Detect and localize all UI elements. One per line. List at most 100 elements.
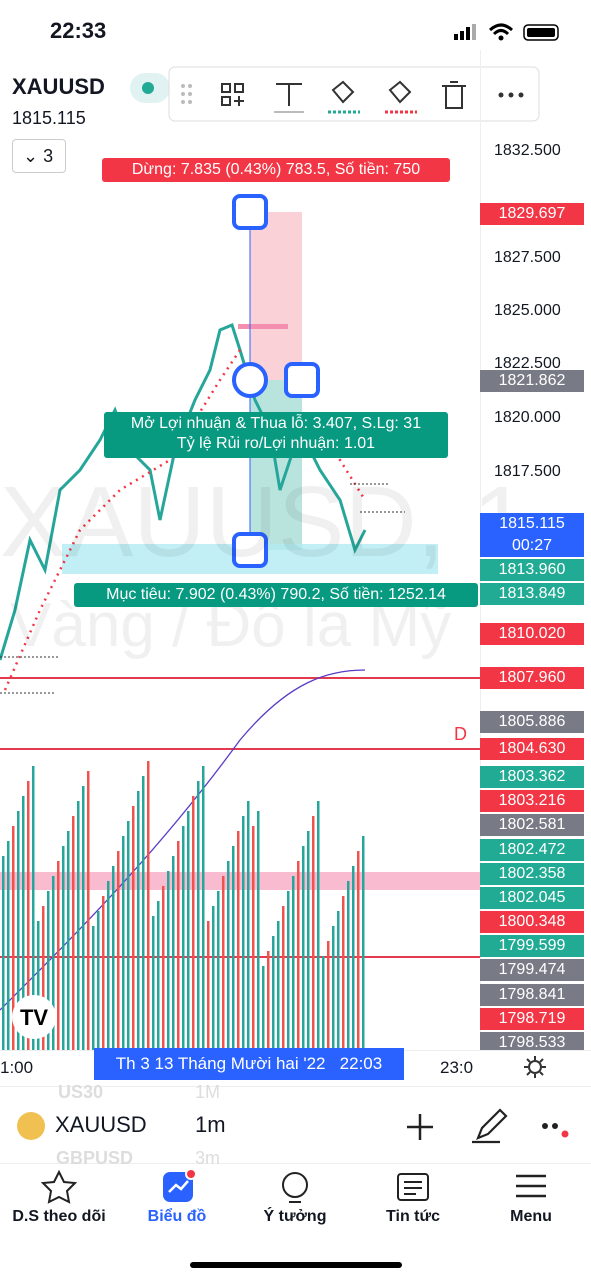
volume-bar (242, 816, 245, 1050)
volume-bar (87, 771, 90, 1050)
price-badge: 1821.862 (480, 370, 584, 392)
volume-bar (12, 826, 15, 1050)
volume-bar (37, 921, 40, 1050)
price-badge: 1803.362 (480, 766, 584, 788)
layout-toggle[interactable]: ⌄ 3 (12, 139, 66, 173)
volume-bar (62, 846, 65, 1050)
last-price: 1815.115 (12, 108, 86, 128)
volume-bar (292, 876, 295, 1050)
line-marker: D (454, 724, 467, 744)
price-badge: 1813.849 (480, 583, 584, 605)
volume-bar (2, 856, 5, 1050)
position-label: Mở Lợi nhuận & Thua lỗ: 3.407, S.Lg: 31 … (104, 412, 448, 458)
chart-canvas: TV (0, 194, 480, 1050)
volume-bar (82, 786, 85, 1050)
price-scale-label: 1825.000 (494, 302, 561, 319)
price-badge: 1802.472 (480, 839, 584, 861)
volume-bar (147, 761, 150, 1050)
ghost-symbol: GBPUSD (56, 1148, 134, 1168)
volume-bar (7, 841, 10, 1050)
volume-bar (342, 896, 345, 1050)
volume-bar (297, 861, 300, 1050)
volume-bar (182, 826, 185, 1050)
home-indicator (190, 1262, 402, 1268)
countdown: 00:27 (511, 537, 553, 554)
volume-bar (92, 926, 95, 1050)
symbol-bar (0, 1086, 591, 1164)
bar-interval[interactable]: 1m (195, 1112, 226, 1137)
ghost-interval: 1M (195, 1082, 221, 1102)
price-scale-label: 1827.500 (494, 249, 561, 266)
tab-chart[interactable]: Biểu đồ (147, 1208, 207, 1225)
volume-bar (42, 906, 45, 1050)
volume-bar (22, 796, 25, 1050)
ghost-interval: 3m (195, 1148, 221, 1168)
price-badge: 1802.045 (480, 887, 584, 909)
price-badge: 1800.348 (480, 911, 584, 933)
volume-bar (267, 951, 270, 1050)
volume-bar (152, 916, 155, 1050)
clock: 22:33 (50, 18, 107, 43)
volume-bar (192, 796, 195, 1050)
volume-bar (52, 876, 55, 1050)
volume-bar (362, 836, 365, 1050)
volume-bar (97, 911, 100, 1050)
volume-bar (322, 956, 325, 1050)
price-scale-label: 1832.500 (494, 142, 561, 159)
settings-icon[interactable] (522, 1054, 548, 1080)
price-badge: 1813.960 (480, 559, 584, 581)
volume-bar (202, 766, 205, 1050)
volume-bar (352, 866, 355, 1050)
volume-bar (172, 856, 175, 1050)
price-badge: 1798.533 (480, 1032, 584, 1050)
price-badge: 1799.599 (480, 935, 584, 957)
volume-bar (357, 851, 360, 1050)
volume-bar (252, 826, 255, 1050)
tab-menu[interactable]: Menu (510, 1208, 552, 1225)
symbol[interactable]: XAUUSD (12, 74, 105, 99)
watermark-symbol: XAUUSD, 1 (0, 466, 528, 578)
tab-watchlist[interactable]: D.S theo dõi (12, 1208, 106, 1225)
volume-bar (237, 831, 240, 1050)
volume-bar (232, 846, 235, 1050)
volume-bar (217, 891, 220, 1050)
market-status (130, 73, 170, 103)
volume-bar (102, 896, 105, 1050)
volume-bar (132, 806, 135, 1050)
volume-bar (347, 881, 350, 1050)
price-badge: 1802.581 (480, 814, 584, 836)
volume-bar (27, 781, 30, 1050)
price-badge: 1815.115 (480, 513, 584, 557)
position-pnl: Mở Lợi nhuận & Thua lỗ: 3.407, S.Lg: 31 (130, 415, 422, 432)
price-badge: 1810.020 (480, 623, 584, 645)
volume-bar (227, 861, 230, 1050)
volume-bar (177, 841, 180, 1050)
price-scale-label: 1820.000 (494, 409, 561, 426)
bar-actions[interactable] (400, 1106, 580, 1146)
layout-count: 3 (43, 146, 54, 166)
volume-bar (282, 906, 285, 1050)
volume-bar (32, 766, 35, 1050)
price-scale-label: 1822.500 (494, 355, 561, 372)
volume-bar (72, 816, 75, 1050)
volume-bar (167, 871, 170, 1050)
bar-symbol[interactable]: XAUUSD (55, 1112, 147, 1137)
volume-bar (332, 926, 335, 1050)
volume-bar (137, 791, 140, 1050)
volume-bar (122, 836, 125, 1050)
volume-bar (207, 921, 210, 1050)
volume-bar (162, 886, 165, 1050)
drawing-toolbar[interactable] (168, 66, 540, 122)
symbol-icon (17, 1112, 45, 1140)
tab-ideas[interactable]: Ý tưởng (263, 1208, 327, 1225)
status-icons (454, 23, 559, 41)
time-right: 23:0 (440, 1058, 474, 1077)
price-badge: 1829.697 (480, 203, 584, 225)
price-badge: 1798.719 (480, 1008, 584, 1030)
volume-bar (197, 781, 200, 1050)
tab-news[interactable]: Tin tức (386, 1208, 440, 1225)
volume-bar (257, 811, 260, 1050)
price-badge: 1798.841 (480, 984, 584, 1006)
volume-bar (337, 911, 340, 1050)
